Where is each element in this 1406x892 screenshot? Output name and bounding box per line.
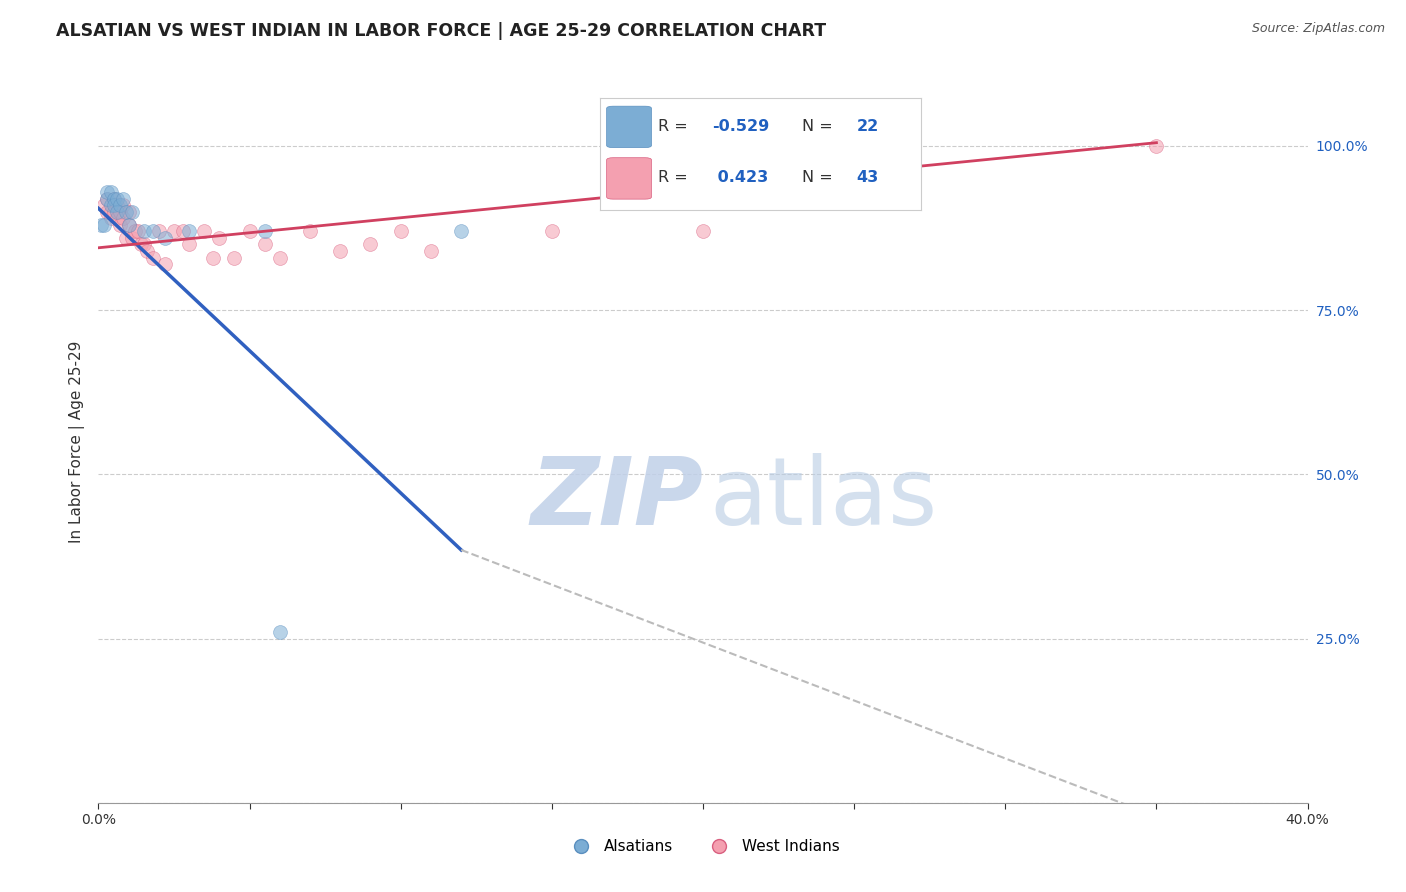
- Legend: Alsatians, West Indians: Alsatians, West Indians: [560, 833, 846, 860]
- Y-axis label: In Labor Force | Age 25-29: In Labor Force | Age 25-29: [69, 341, 84, 542]
- Text: ZIP: ZIP: [530, 453, 703, 545]
- Point: [253, 224, 276, 238]
- Point: [103, 204, 125, 219]
- Point: [1144, 139, 1167, 153]
- Point: [360, 237, 382, 252]
- Point: [96, 192, 118, 206]
- Point: [129, 237, 152, 252]
- Point: [90, 218, 112, 232]
- Point: [103, 192, 125, 206]
- Point: [172, 224, 194, 238]
- Point: [118, 204, 141, 219]
- Point: [239, 224, 262, 238]
- Point: [114, 231, 136, 245]
- Point: [253, 237, 276, 252]
- Point: [179, 237, 201, 252]
- Point: [105, 198, 128, 212]
- Point: [105, 204, 128, 219]
- Point: [100, 204, 122, 219]
- Point: [132, 237, 155, 252]
- Point: [124, 224, 146, 238]
- Point: [450, 224, 472, 238]
- Point: [153, 257, 176, 271]
- Point: [153, 231, 176, 245]
- Point: [114, 204, 136, 219]
- Point: [93, 198, 115, 212]
- Point: [118, 218, 141, 232]
- Point: [540, 224, 562, 238]
- Text: ALSATIAN VS WEST INDIAN IN LABOR FORCE | AGE 25-29 CORRELATION CHART: ALSATIAN VS WEST INDIAN IN LABOR FORCE |…: [56, 22, 827, 40]
- Point: [108, 204, 131, 219]
- Point: [121, 231, 143, 245]
- Point: [121, 204, 143, 219]
- Point: [202, 251, 225, 265]
- Point: [103, 198, 125, 212]
- Point: [420, 244, 443, 258]
- Point: [111, 211, 134, 226]
- Point: [142, 224, 165, 238]
- Point: [111, 192, 134, 206]
- Point: [329, 244, 352, 258]
- Point: [118, 218, 141, 232]
- Text: Source: ZipAtlas.com: Source: ZipAtlas.com: [1251, 22, 1385, 36]
- Point: [269, 625, 291, 640]
- Point: [148, 224, 170, 238]
- Point: [163, 224, 186, 238]
- Point: [224, 251, 246, 265]
- Point: [135, 244, 157, 258]
- Point: [96, 185, 118, 199]
- Point: [100, 198, 122, 212]
- Point: [389, 224, 412, 238]
- Point: [100, 185, 122, 199]
- Point: [132, 224, 155, 238]
- Point: [269, 251, 291, 265]
- Point: [108, 218, 131, 232]
- Point: [96, 192, 118, 206]
- Text: atlas: atlas: [709, 453, 938, 545]
- Point: [103, 192, 125, 206]
- Point: [111, 198, 134, 212]
- Point: [692, 224, 714, 238]
- Point: [96, 204, 118, 219]
- Point: [127, 224, 149, 238]
- Point: [179, 224, 201, 238]
- Point: [108, 198, 131, 212]
- Point: [105, 211, 128, 226]
- Point: [105, 192, 128, 206]
- Point: [193, 224, 215, 238]
- Point: [208, 231, 231, 245]
- Point: [100, 211, 122, 226]
- Point: [299, 224, 322, 238]
- Point: [142, 251, 165, 265]
- Point: [93, 218, 115, 232]
